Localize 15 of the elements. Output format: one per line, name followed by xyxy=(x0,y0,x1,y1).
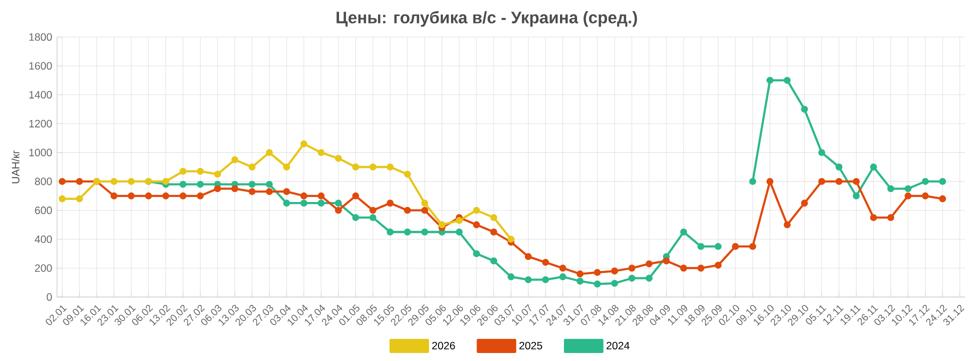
y-tick-label: 1400 xyxy=(29,91,52,99)
legend-label: 2026 xyxy=(432,342,455,350)
chart-title: Цены: голубика в/с - Украина (сред.) xyxy=(336,11,637,27)
y-axis-title: UAH/кг xyxy=(12,150,20,184)
y-tick-label: 600 xyxy=(35,206,52,214)
y-tick-label: 400 xyxy=(34,235,52,243)
y-tick-label: 1600 xyxy=(29,62,52,70)
y-tick-label: 200 xyxy=(35,264,52,272)
y-tick-label: 1000 xyxy=(29,148,52,156)
legend-label: 2024 xyxy=(606,342,630,350)
legend-label: 2025 xyxy=(519,342,542,350)
y-tick-label: 1200 xyxy=(29,120,52,128)
y-tick-label: 0 xyxy=(46,293,52,301)
y-tick-label: 800 xyxy=(34,178,52,186)
y-tick-label: 1800 xyxy=(29,33,52,41)
